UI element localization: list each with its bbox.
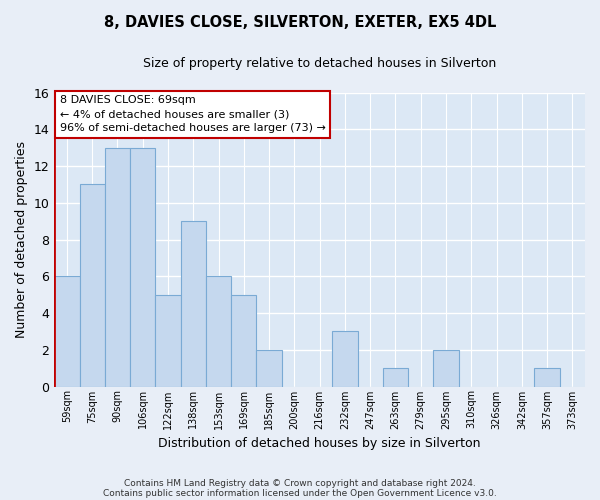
Text: 8, DAVIES CLOSE, SILVERTON, EXETER, EX5 4DL: 8, DAVIES CLOSE, SILVERTON, EXETER, EX5 … — [104, 15, 496, 30]
Bar — [433, 350, 458, 387]
Bar — [231, 294, 256, 386]
Bar — [206, 276, 231, 386]
Text: Contains public sector information licensed under the Open Government Licence v3: Contains public sector information licen… — [103, 488, 497, 498]
Text: 8 DAVIES CLOSE: 69sqm
← 4% of detached houses are smaller (3)
96% of semi-detach: 8 DAVIES CLOSE: 69sqm ← 4% of detached h… — [59, 96, 325, 134]
Bar — [181, 221, 206, 386]
Title: Size of property relative to detached houses in Silverton: Size of property relative to detached ho… — [143, 58, 496, 70]
Bar — [332, 332, 358, 386]
Bar — [256, 350, 282, 387]
Bar — [383, 368, 408, 386]
Bar — [105, 148, 130, 386]
Bar — [130, 148, 155, 386]
Bar — [535, 368, 560, 386]
Text: Contains HM Land Registry data © Crown copyright and database right 2024.: Contains HM Land Registry data © Crown c… — [124, 478, 476, 488]
X-axis label: Distribution of detached houses by size in Silverton: Distribution of detached houses by size … — [158, 437, 481, 450]
Bar — [54, 276, 80, 386]
Bar — [80, 184, 105, 386]
Y-axis label: Number of detached properties: Number of detached properties — [15, 141, 28, 338]
Bar — [155, 294, 181, 386]
